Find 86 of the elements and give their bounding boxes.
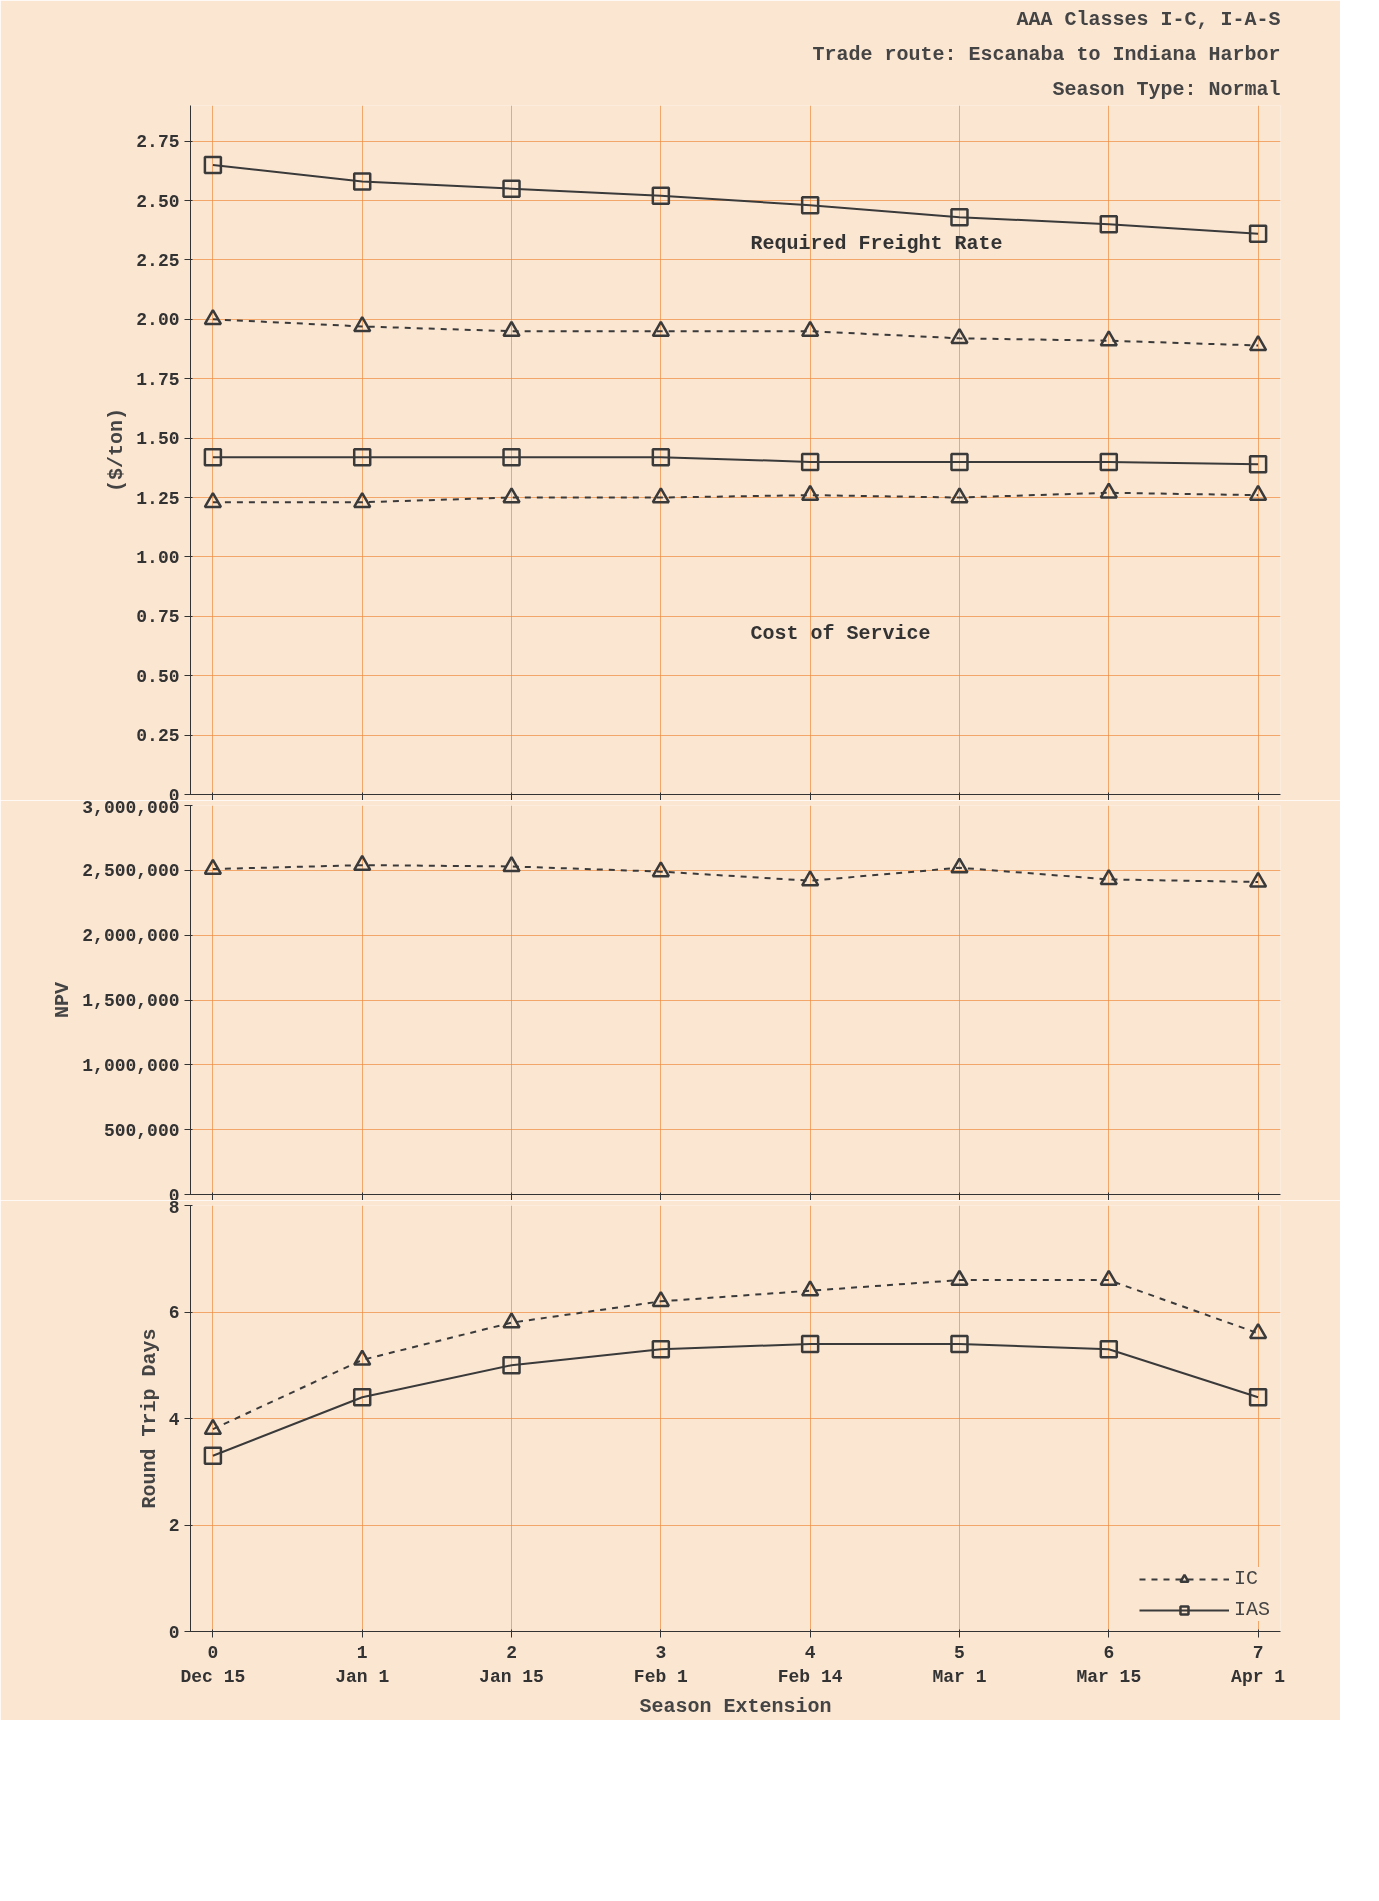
y-tick-label: 2.50 (136, 191, 180, 212)
point (950, 327, 969, 345)
point (1248, 224, 1268, 244)
y-tick-label: 0.25 (136, 726, 180, 747)
point (203, 1446, 223, 1466)
point (352, 172, 372, 191)
y-axis-title: NPV (51, 981, 75, 1018)
point (1099, 482, 1119, 499)
y-tick-label: 2,500,000 (82, 861, 180, 882)
point (352, 491, 372, 509)
point (502, 320, 521, 338)
y-tick-label: 6 (168, 1303, 180, 1323)
point (352, 447, 372, 467)
point (800, 1334, 820, 1354)
y-axis-title: ($/ton) (105, 407, 129, 493)
point (950, 452, 969, 472)
point (502, 1356, 521, 1375)
y-tick-label: 0.50 (136, 666, 180, 687)
point (950, 487, 969, 504)
point (950, 1334, 969, 1354)
text: Season Type: Normal (1052, 77, 1281, 101)
x-tick-label: 5 Mar 1 (932, 1642, 987, 1687)
y-tick-label: 1,500,000 (82, 991, 180, 1011)
point (1248, 1387, 1268, 1407)
point (800, 196, 820, 215)
x-tick-label: 1 Jan 1 (335, 1642, 390, 1687)
point (352, 1349, 372, 1366)
x-tick-label: 4 Feb 14 (777, 1642, 843, 1687)
point (502, 487, 521, 504)
point (1099, 215, 1119, 234)
point (1248, 1322, 1268, 1340)
x-tick-label: 3 Feb 1 (633, 1642, 689, 1687)
point (1099, 1269, 1119, 1286)
x-axis-title: Season Extension (639, 1694, 832, 1718)
point (1248, 484, 1268, 502)
chart-title: AAA Classes I-C, I-A-S (1016, 7, 1281, 31)
chart-subtitle: Trade route: Escanaba to Indiana Harbor (812, 42, 1281, 66)
point (651, 186, 671, 206)
point (800, 452, 820, 472)
annotation: Required Freight Rate (750, 231, 1003, 255)
y-tick-label: 2 (168, 1516, 180, 1536)
point (800, 320, 820, 338)
point (502, 447, 521, 467)
point (352, 315, 372, 333)
point (651, 447, 671, 467)
point (1099, 1340, 1119, 1359)
x-tick-label: 6 Mar 15 (1076, 1642, 1142, 1687)
y-tick-label: 2.25 (136, 250, 180, 271)
point (651, 487, 671, 504)
x-tick-label: 0 Dec 15 (180, 1642, 246, 1687)
legend-label: IC (1233, 1567, 1258, 1590)
y-tick-label: 2.75 (136, 132, 180, 153)
y-tick-label: 1.25 (136, 488, 180, 509)
point (1099, 452, 1119, 472)
point (651, 1290, 671, 1308)
x-tick-label: 2 Jan 15 (479, 1642, 544, 1687)
annotation: Cost of Service (750, 621, 931, 645)
point (800, 1280, 820, 1297)
y-tick-label: 2,000,000 (82, 926, 180, 947)
point (203, 308, 223, 326)
point (651, 320, 671, 338)
y-tick-label: 4 (168, 1409, 180, 1430)
point (651, 1340, 671, 1359)
point (1099, 330, 1119, 347)
point (1248, 334, 1268, 352)
point (502, 1312, 521, 1329)
y-tick-label: 1,000,000 (82, 1055, 180, 1076)
point (502, 179, 521, 198)
point (352, 1387, 372, 1407)
point (1248, 455, 1268, 474)
y-tick-label: 0 (168, 1622, 180, 1643)
point (800, 484, 820, 502)
y-tick-label: 0.75 (136, 607, 180, 628)
point (950, 207, 969, 227)
x-tick-label: 7 Apr 1 (1231, 1642, 1286, 1687)
y-tick-label: 2.00 (136, 310, 180, 331)
point (203, 447, 223, 467)
point (203, 491, 223, 509)
y-tick-label: 1.75 (136, 369, 180, 390)
y-tick-label: 500,000 (103, 1120, 180, 1141)
legend-label: IAS (1233, 1598, 1270, 1621)
y-tick-label: 1.00 (136, 547, 180, 568)
point (950, 1269, 969, 1286)
y-axis-title: Round Trip Days (137, 1328, 161, 1509)
y-tick-label: 1.50 (136, 429, 180, 450)
point (203, 155, 223, 175)
